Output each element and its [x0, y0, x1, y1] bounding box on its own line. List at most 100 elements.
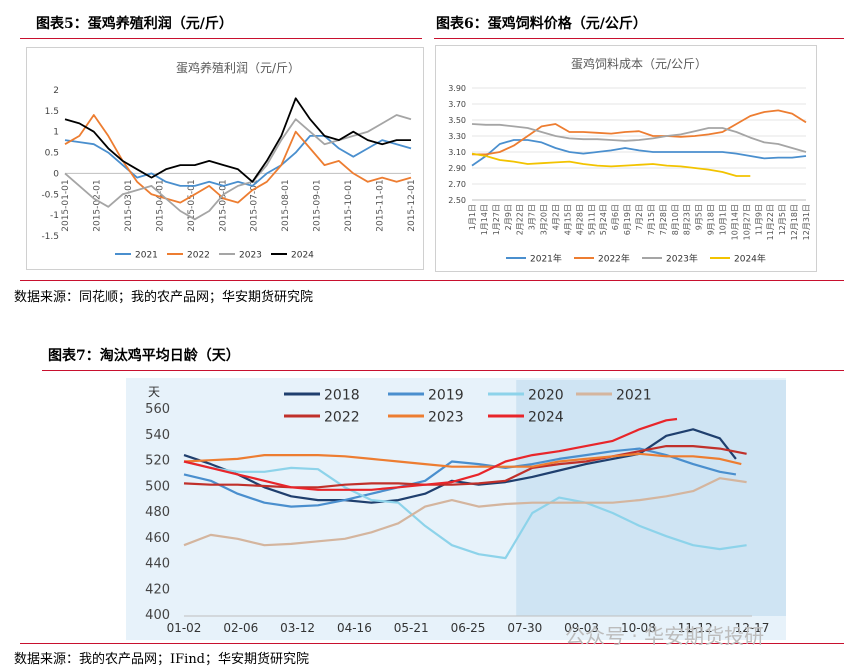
top-charts-rule	[20, 280, 844, 281]
fig7-chart: 560 540 520 500 480 460 440 420 400 天 01-02 02-06 03…	[126, 378, 786, 640]
y-tick-label: 460	[145, 531, 170, 546]
chart-title: 蛋鸡养殖利润（元/斤）	[176, 60, 300, 75]
x-tick-label: 3月20日	[540, 204, 549, 235]
source-note-top: 数据来源：同花顺；我的农产品网；华安期货研究院	[14, 290, 314, 305]
y-tick-label: 3.30	[448, 132, 466, 141]
x-tick-label: 6月19日	[623, 204, 632, 235]
y-tick-label: 3.70	[448, 100, 466, 109]
series-line-2019	[183, 447, 737, 508]
x-tick-label: 12月18日	[790, 204, 799, 240]
y-tick-label: 420	[145, 582, 170, 597]
series-line-2023	[183, 452, 742, 468]
x-tick-label: 06-25	[451, 621, 486, 635]
x-tick-label: 4月15日	[563, 204, 572, 235]
x-tick-label: 9月18日	[707, 204, 716, 235]
legend-label: 2022年	[598, 252, 630, 264]
y-tick-label: 2	[53, 86, 59, 96]
y-tick-label: 1.5	[45, 107, 59, 117]
x-tick-label: 2015-05-01	[187, 179, 197, 231]
legend-label: 2023年	[666, 252, 698, 264]
legend-label: 2023	[428, 409, 464, 425]
x-tick-label: 8月10日	[671, 204, 680, 235]
legend-label: 2019	[428, 387, 464, 403]
series-line-2023	[64, 114, 412, 221]
x-tick-label: 7月2日	[635, 204, 644, 230]
x-tick-label: 8月23日	[683, 204, 692, 235]
x-tick-label: 11月22日	[766, 204, 775, 240]
source-note-bottom: 数据来源：我的农产品网；IFind；华安期货研究院	[14, 652, 310, 667]
x-tick-label: 09-03	[564, 621, 599, 635]
y-tick-label: 400	[145, 608, 170, 623]
x-tick-label: 2015-02-01	[92, 179, 102, 231]
bottom-chart-rule	[20, 643, 844, 644]
y-tick-label: -1	[50, 211, 59, 221]
x-tick-label: 2015-07-01	[250, 179, 260, 231]
x-tick-label: 04-16	[337, 621, 372, 635]
y-tick-label: 2.70	[448, 180, 466, 189]
x-tick-label: 03-12	[280, 621, 315, 635]
fig7-title: 图表7：淘汰鸡平均日龄（天）	[48, 348, 240, 364]
x-tick-label: 6月6日	[611, 204, 620, 230]
x-tick-label: 12月31日	[802, 204, 811, 240]
x-tick-label: 12月5日	[778, 204, 787, 235]
x-tick-label: 01-02	[167, 621, 202, 635]
x-tick-label: 2月22日	[516, 204, 525, 235]
y-tick-label: 480	[145, 505, 170, 520]
x-tick-label: 10月1日	[719, 204, 728, 235]
fig7-title-rule	[42, 370, 844, 371]
series-line-2020	[183, 460, 747, 560]
legend-label: 2023	[239, 250, 262, 260]
x-tick-label: 10-08	[621, 621, 656, 635]
series-line-2021	[64, 135, 412, 187]
x-tick-label: 05-21	[394, 621, 429, 635]
y-tick-label: 520	[145, 454, 170, 469]
x-tick-label: 2015-01-01	[61, 179, 71, 231]
series-line-2023年	[471, 123, 807, 153]
y-tick-label: 2.90	[448, 164, 466, 173]
x-tick-label: 7月28日	[659, 204, 668, 235]
series-line-2022	[183, 444, 747, 489]
y-tick-label: 2.50	[448, 196, 466, 205]
y-unit-label: 天	[148, 385, 160, 399]
x-tick-label: 2015-11-01	[376, 179, 386, 231]
x-tick-label: 2015-09-01	[313, 179, 323, 231]
x-tick-label: 4月2日	[552, 204, 561, 230]
fig5-chart-box: 蛋鸡养殖利润（元/斤） 2 1.5 1 0.5 0 -0.5 -1 -1.5 2015-01-01…	[26, 47, 424, 270]
fig6-chart: 蛋鸡饲料成本（元/公斤） 3.90 3.70 3.50 3.30 3.10 2.90 2.70…	[448, 56, 811, 264]
series-line-2018	[183, 428, 737, 504]
x-tick-label: 10月14日	[730, 204, 739, 240]
x-tick-label: 9月5日	[695, 204, 704, 230]
x-tick-label: 07-30	[507, 621, 542, 635]
x-tick-label: 2015-12-01	[407, 179, 417, 231]
fig5-title: 图表5：蛋鸡养殖利润（元/斤）	[36, 16, 233, 32]
y-tick-label: 3.90	[448, 84, 466, 93]
y-tick-label: 1	[53, 128, 59, 138]
fig5-title-rule	[20, 38, 422, 39]
chart-title: 蛋鸡饲料成本（元/公斤）	[571, 56, 707, 71]
fig6-title: 图表6：蛋鸡饲料价格（元/公斤）	[436, 16, 647, 32]
legend-label: 2024	[528, 409, 564, 425]
fig6-chart-box: 蛋鸡饲料成本（元/公斤） 3.90 3.70 3.50 3.30 3.10 2.90 2.70…	[435, 45, 817, 272]
x-tick-label: 1月14日	[480, 204, 489, 235]
fig5-chart: 蛋鸡养殖利润（元/斤） 2 1.5 1 0.5 0 -0.5 -1 -1.52015-01-01…	[41, 60, 417, 260]
x-tick-label: 2月9日	[504, 204, 513, 230]
x-tick-label: 11-12	[678, 621, 713, 635]
legend-label: 2022	[324, 409, 360, 425]
x-tick-label: 3月7日	[528, 204, 537, 230]
x-tick-label: 1月1日	[468, 204, 477, 230]
series-line-2021年	[471, 139, 807, 167]
x-tick-label: 2015-08-01	[281, 179, 291, 231]
legend-label: 2024年	[734, 252, 766, 264]
y-tick-label: 0	[53, 169, 59, 179]
x-tick-label: 11月9日	[754, 204, 763, 235]
x-tick-label: 5月24日	[599, 204, 608, 235]
legend-label: 2021	[616, 387, 652, 403]
series-line-2021	[183, 477, 747, 547]
series-line-2024	[64, 97, 411, 183]
legend-label: 2022	[187, 250, 210, 260]
x-tick-label: 2015-06-01	[218, 179, 228, 231]
x-tick-label: 4月28日	[575, 204, 584, 235]
x-tick-label: 5月11日	[587, 204, 596, 235]
y-tick-label: 3.50	[448, 116, 466, 125]
series-line-2022年	[472, 109, 807, 156]
